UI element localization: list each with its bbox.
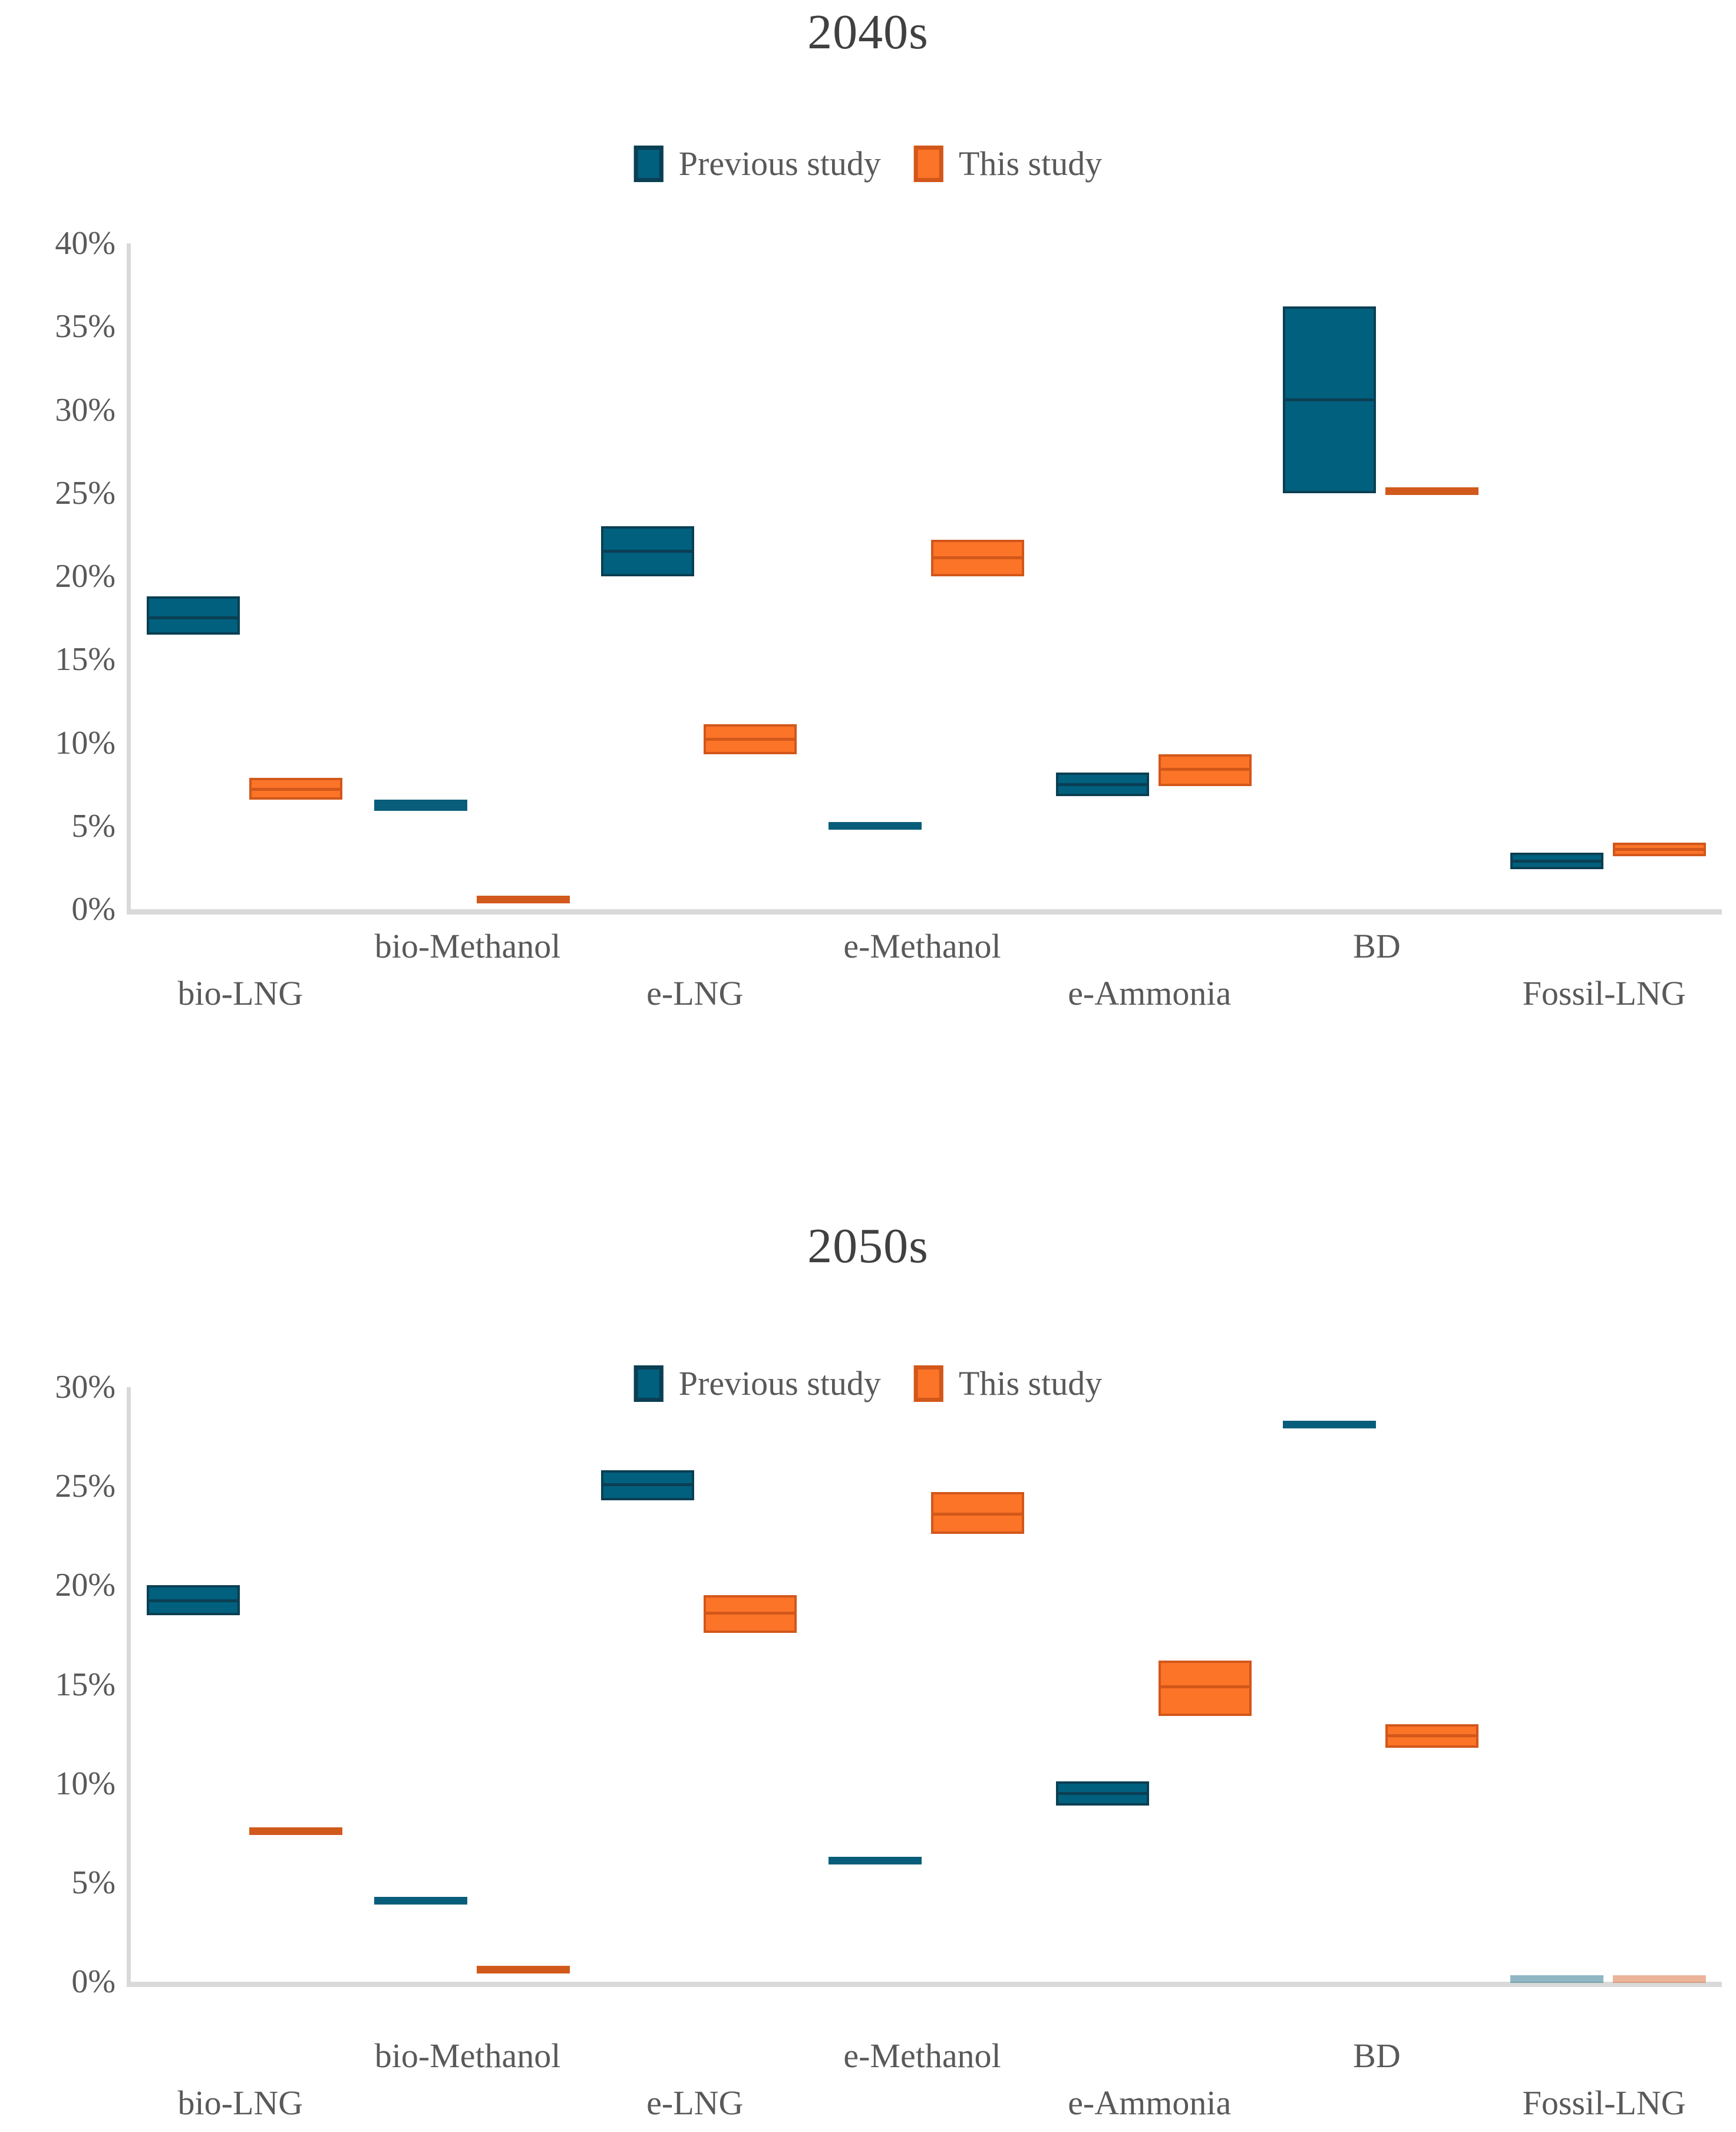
median-line [1388,1734,1477,1738]
legend-label-previous-study: Previous study [678,1364,881,1402]
y-tick-label-20: 20% [55,558,115,595]
y-tick-label-10: 10% [55,724,115,761]
y-tick-label-25: 25% [55,1468,115,1505]
range-previous-e-Ammonia [1055,1781,1149,1806]
x-label-e-LNG: e-LNG [646,974,744,1012]
x-label-bio-LNG: bio-LNG [177,2084,303,2122]
y-tick-label-10: 10% [55,1765,115,1802]
y-tick-label-35: 35% [55,308,115,345]
range-previous-BD [1283,306,1377,493]
range-this-Fossil-LNG [1613,1975,1707,1983]
range-previous-bio-LNG [146,1585,240,1615]
this-study-swatch-icon [913,1365,943,1402]
y-tick-label-0: 0% [71,891,115,928]
legend-label-previous-study: Previous study [678,144,881,183]
x-label-bio-Methanol: bio-Methanol [374,927,561,965]
range-this-BD [1385,1724,1479,1748]
previous-study-swatch-icon [633,145,664,182]
legend-2040s: Previous study This study [633,144,1103,183]
chart-title-2050s: 2050s [807,1219,929,1273]
legend-item-previous-study: Previous study [633,144,881,183]
y-tick-label-40: 40% [55,225,115,262]
chart-2040s: 2040s Previous study This study 0% 5% 10% 1… [0,0,1736,1061]
median-line [148,1599,237,1603]
y-tick-label-20: 20% [55,1567,115,1604]
range-this-bio-Methanol [476,895,570,903]
median-line [1160,768,1249,771]
y-tick-label-30: 30% [55,1369,115,1405]
range-previous-Fossil-LNG [1510,852,1604,870]
x-label-e-LNG: e-LNG [646,2084,744,2122]
range-this-e-Methanol [931,539,1024,576]
median-line [603,1483,692,1486]
range-previous-Fossil-LNG [1510,1975,1604,1983]
median-line [706,738,795,741]
range-previous-e-Methanol [829,822,922,830]
previous-study-swatch-icon [633,1365,664,1402]
legend-label-this-study: This study [958,1364,1103,1402]
range-this-Fossil-LNG [1613,843,1707,856]
range-this-e-Ammonia [1158,1661,1252,1717]
x-label-Fossil-LNG: Fossil-LNG [1522,974,1686,1012]
median-line [1615,847,1704,851]
x-label-BD: BD [1353,927,1401,965]
median-line [706,1612,795,1615]
legend-item-this-study: This study [913,1364,1103,1403]
legend-item-previous-study: Previous study [633,1364,881,1403]
y-tick-label-5: 5% [71,1864,115,1901]
x-label-e-Methanol: e-Methanol [843,927,1001,965]
range-this-bio-Methanol [476,1966,570,1974]
x-label-e-Methanol: e-Methanol [843,2037,1001,2075]
median-line [933,556,1022,560]
y-tick-label-25: 25% [55,474,115,511]
chart-title-2040s: 2040s [807,5,929,60]
range-previous-BD [1283,1421,1377,1429]
range-this-BD [1385,487,1479,496]
plot-area-2050s [127,1387,1722,1987]
plot-area-2040s [127,243,1722,915]
x-label-e-Ammonia: e-Ammonia [1068,974,1232,1012]
x-label-Fossil-LNG: Fossil-LNG [1522,2084,1686,2122]
median-line [1285,398,1374,402]
x-label-bio-LNG: bio-LNG [177,974,303,1012]
median-line [603,550,692,553]
range-previous-bio-LNG [146,596,240,635]
range-this-e-LNG [704,1595,797,1633]
range-previous-e-LNG [601,526,695,576]
y-tick-label-30: 30% [55,391,115,428]
range-previous-e-Ammonia [1055,773,1149,796]
median-line [933,1512,1022,1516]
this-study-swatch-icon [913,145,943,182]
range-previous-bio-Methanol [374,799,467,811]
y-tick-label-5: 5% [71,807,115,844]
legend-2050s: Previous study This study [633,1364,1103,1403]
range-previous-bio-Methanol [374,1896,467,1905]
x-label-e-Ammonia: e-Ammonia [1068,2084,1232,2122]
range-this-e-LNG [704,724,797,755]
x-label-BD: BD [1353,2037,1401,2075]
y-tick-label-15: 15% [55,641,115,678]
range-previous-e-Methanol [829,1857,922,1865]
median-line [148,616,237,619]
range-this-bio-LNG [249,777,342,800]
median-line [1513,859,1602,863]
y-tick-label-0: 0% [71,1963,115,2000]
median-line [1160,1685,1249,1688]
median-line [251,787,340,791]
chart-2050s: 2050s Previous study This study 0% 5% 10% 1… [0,1061,1736,2132]
median-line [1058,783,1147,786]
range-this-bio-LNG [249,1827,342,1835]
y-tick-label-15: 15% [55,1666,115,1703]
range-this-e-Methanol [931,1492,1024,1534]
legend-label-this-study: This study [958,144,1103,183]
legend-item-this-study: This study [913,144,1103,183]
median-line [1058,1791,1147,1795]
x-label-bio-Methanol: bio-Methanol [374,2037,561,2075]
range-previous-e-LNG [601,1470,695,1500]
range-this-e-Ammonia [1158,754,1252,786]
